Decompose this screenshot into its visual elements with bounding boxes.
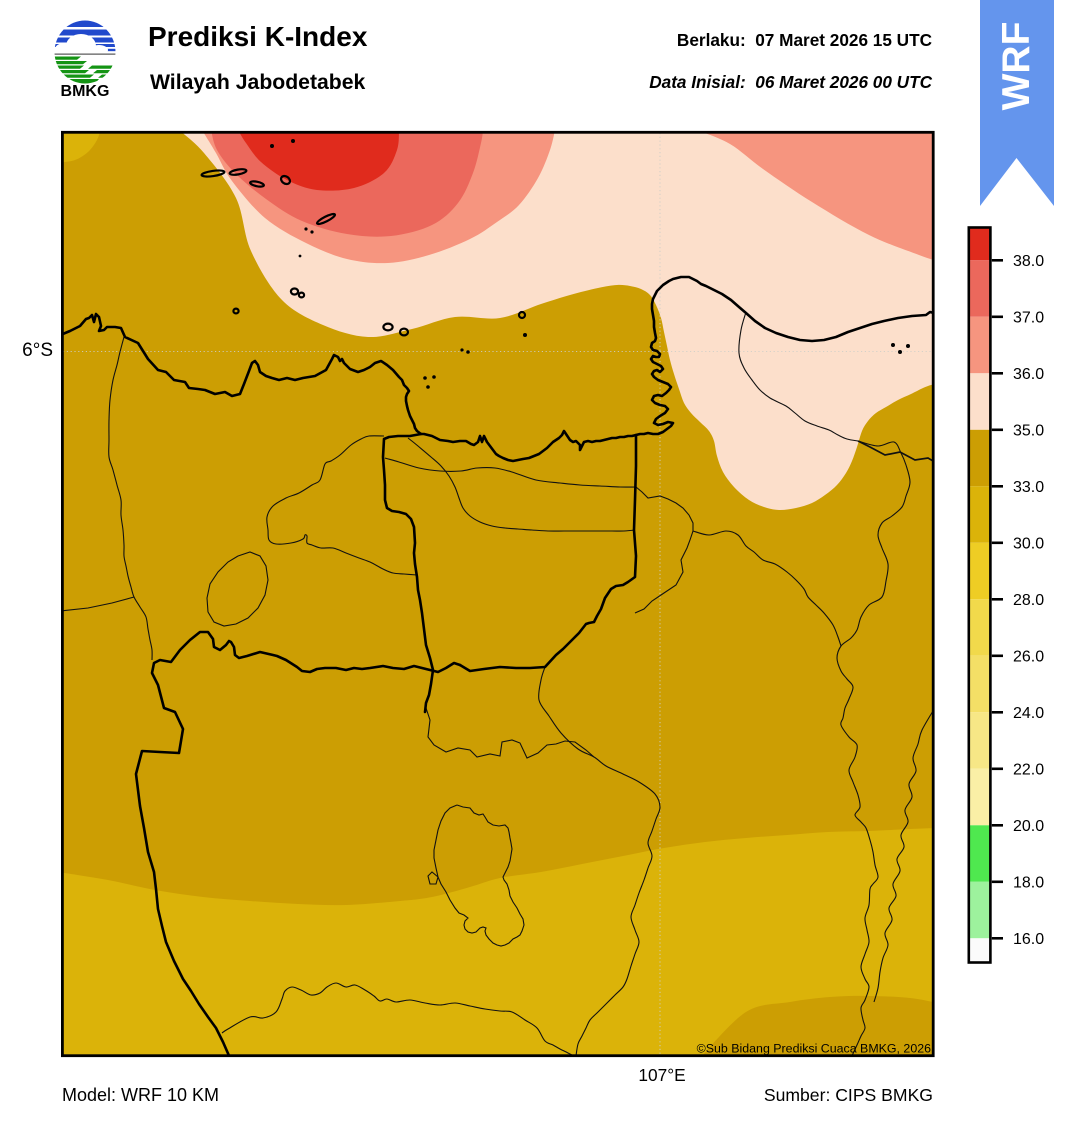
svg-text:37.0: 37.0 (1013, 309, 1044, 326)
svg-text:28.0: 28.0 (1013, 592, 1044, 609)
svg-text:16.0: 16.0 (1013, 931, 1044, 948)
svg-text:33.0: 33.0 (1013, 479, 1044, 496)
svg-text:22.0: 22.0 (1013, 761, 1044, 778)
svg-text:38.0: 38.0 (1013, 253, 1044, 270)
svg-text:18.0: 18.0 (1013, 874, 1044, 891)
svg-text:35.0: 35.0 (1013, 422, 1044, 439)
svg-text:WRF: WRF (995, 22, 1038, 111)
svg-text:20.0: 20.0 (1013, 818, 1044, 835)
svg-text:36.0: 36.0 (1013, 366, 1044, 383)
svg-text:©Sub Bidang Prediksi Cuaca BMK: ©Sub Bidang Prediksi Cuaca BMKG, 2026 (697, 1042, 931, 1056)
svg-text:24.0: 24.0 (1013, 705, 1044, 722)
svg-text:30.0: 30.0 (1013, 535, 1044, 552)
svg-text:26.0: 26.0 (1013, 648, 1044, 665)
